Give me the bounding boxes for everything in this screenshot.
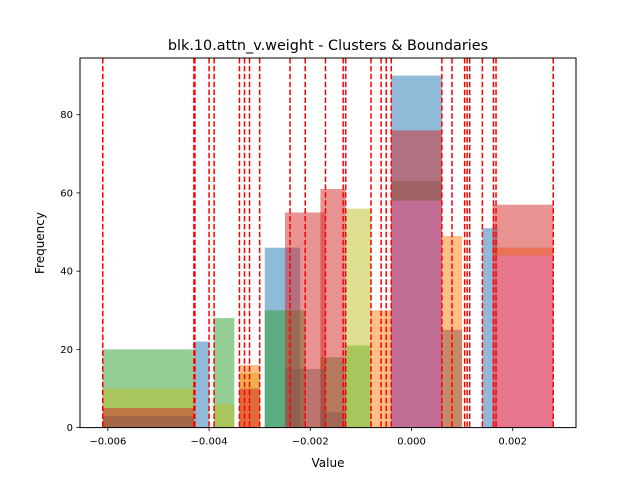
x-axis-label: Value: [312, 456, 345, 470]
y-tick-label: 60: [60, 188, 73, 199]
histogram-bar: [214, 318, 235, 428]
histogram-bar: [214, 404, 235, 428]
y-tick-label: 80: [60, 110, 73, 121]
x-tick-label: −0.004: [191, 437, 228, 448]
x-tick-label: 0.000: [397, 437, 426, 448]
boundary-layer: [102, 58, 554, 428]
histogram-bar: [193, 341, 210, 428]
plot-frame: [79, 57, 577, 429]
histogram-bar: [345, 208, 372, 428]
y-tick-label: 0: [67, 423, 73, 434]
x-tick-label: 0.002: [498, 437, 527, 448]
y-tick-label: 40: [60, 267, 73, 278]
histogram-bar: [102, 415, 194, 428]
histogram-bar: [492, 255, 554, 428]
x-tick-label: −0.006: [89, 437, 126, 448]
histogram-bar: [391, 200, 442, 428]
y-axis-label: Frequency: [33, 212, 47, 274]
x-tick-label: −0.002: [292, 437, 329, 448]
y-axis: 0 20 40 60 80: [60, 110, 80, 434]
y-tick-label: 20: [60, 345, 73, 356]
histogram-bar: [320, 411, 346, 428]
chart-title: blk.10.attn_v.weight - Clusters & Bounda…: [168, 38, 488, 54]
x-axis: −0.006 −0.004 −0.002 0.000 0.002: [89, 427, 527, 448]
